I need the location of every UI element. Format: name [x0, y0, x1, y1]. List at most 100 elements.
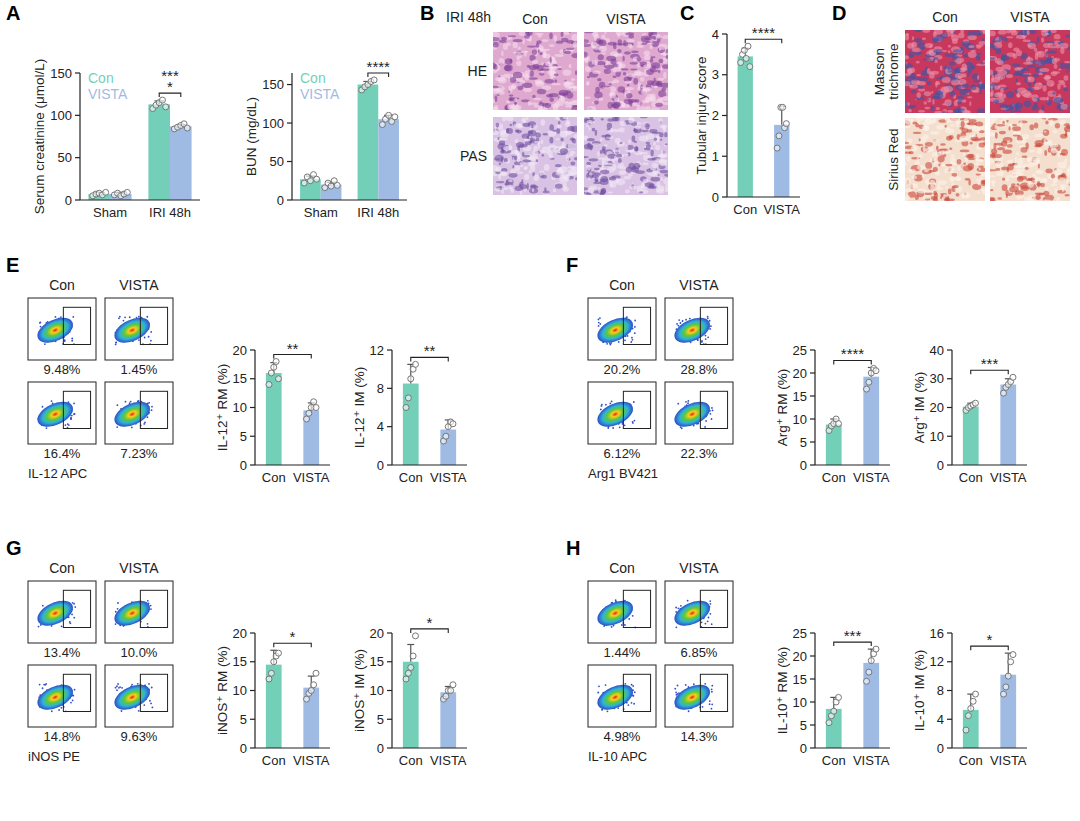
point	[743, 55, 749, 61]
texture-dot	[592, 128, 596, 132]
texture-dot	[905, 55, 909, 59]
tick	[387, 426, 392, 427]
texture-dot	[600, 170, 609, 174]
texture-dot	[565, 50, 571, 53]
texture-dot	[916, 61, 920, 64]
micrograph	[490, 29, 581, 112]
texture-dot	[541, 175, 547, 179]
significance: ****	[841, 345, 865, 362]
point	[306, 410, 312, 416]
micrograph-ground	[905, 30, 985, 113]
texture-dot	[1016, 93, 1021, 98]
bar-chart: 0481216ConVISTAIL-10⁺ IM (%)*	[912, 626, 1027, 769]
texture-dot	[929, 71, 939, 75]
texture-dot	[1016, 35, 1025, 39]
texture-dot	[1041, 37, 1044, 43]
texture-dot	[1043, 85, 1047, 92]
texture-dot	[584, 32, 593, 33]
texture-dot	[504, 158, 509, 162]
texture-dot	[615, 138, 621, 144]
texture-dot	[614, 97, 619, 102]
texture-dot	[905, 102, 908, 108]
texture-dot	[520, 184, 528, 189]
texture-dot	[948, 188, 952, 194]
point	[443, 433, 449, 439]
texture-dot	[543, 190, 550, 193]
legend-entry: VISTA	[300, 86, 340, 102]
tick-label: 1	[712, 149, 719, 164]
texture-dot	[661, 88, 666, 92]
texture-dot	[957, 166, 961, 171]
axis-title: Tubular injury score	[694, 56, 709, 174]
texture-dot	[662, 125, 666, 130]
panel-letter: B	[420, 2, 434, 24]
tick-label: 0	[937, 741, 944, 756]
bar-chart: 050100150ShamIRI 48hSerum creatinine (μm…	[32, 59, 200, 220]
texture-dot	[622, 56, 624, 61]
texture-dot	[981, 180, 985, 186]
texture-dot	[535, 33, 544, 35]
y-axis	[391, 350, 392, 465]
texture-dot	[543, 191, 549, 195]
texture-dot	[649, 96, 655, 101]
marks	[300, 77, 399, 200]
marks	[826, 365, 879, 465]
texture-dot	[623, 176, 631, 180]
texture-dot	[1010, 110, 1013, 113]
significance: ****	[752, 24, 776, 41]
point	[403, 405, 409, 411]
texture-dot	[905, 81, 910, 86]
tick-label: 4	[937, 712, 944, 727]
texture-dot	[644, 51, 650, 56]
texture-dot	[587, 124, 590, 128]
texture-dot	[629, 186, 637, 189]
tick	[250, 464, 255, 465]
texture-dot	[919, 138, 921, 141]
texture-dot	[1039, 97, 1048, 100]
tick	[947, 378, 952, 379]
point	[835, 421, 841, 427]
texture-dot	[499, 58, 505, 65]
texture-dot	[642, 162, 649, 165]
texture-dot	[559, 96, 566, 101]
bar	[170, 126, 192, 200]
texture-dot	[976, 158, 983, 162]
texture-dot	[598, 163, 605, 166]
texture-dot	[608, 42, 617, 46]
tick-label: 150	[262, 77, 284, 92]
texture-dot	[540, 71, 544, 74]
significance: ****	[367, 58, 391, 75]
texture-dot	[661, 35, 668, 39]
category-label: Sham	[93, 205, 127, 220]
texture-dot	[651, 62, 660, 68]
texture-dot	[493, 42, 499, 48]
texture-dot	[905, 161, 907, 166]
texture-dot	[650, 45, 653, 49]
texture-dot	[584, 39, 589, 44]
texture-dot	[516, 54, 522, 59]
category-label: Con	[822, 753, 846, 768]
x-axis	[392, 464, 467, 465]
texture-dot	[590, 117, 594, 120]
point	[972, 400, 978, 406]
texture-dot	[528, 101, 531, 107]
texture-dot	[645, 123, 649, 129]
texture-dot	[650, 149, 653, 156]
tick	[250, 719, 255, 720]
texture-dot	[628, 139, 631, 144]
texture-dot	[639, 136, 649, 142]
texture-dot	[508, 85, 515, 89]
texture-dot	[978, 41, 985, 45]
texture-dot	[967, 96, 973, 98]
texture-dot	[513, 39, 523, 42]
tick-label: 150	[50, 66, 72, 81]
texture-dot	[924, 91, 931, 96]
tick	[387, 719, 392, 720]
texture-dot	[532, 59, 538, 64]
texture-dot	[495, 123, 504, 130]
bar	[148, 104, 170, 200]
bar	[358, 85, 379, 200]
texture-dot	[1013, 54, 1017, 59]
texture-dot	[934, 59, 937, 63]
texture-dot	[501, 51, 503, 57]
